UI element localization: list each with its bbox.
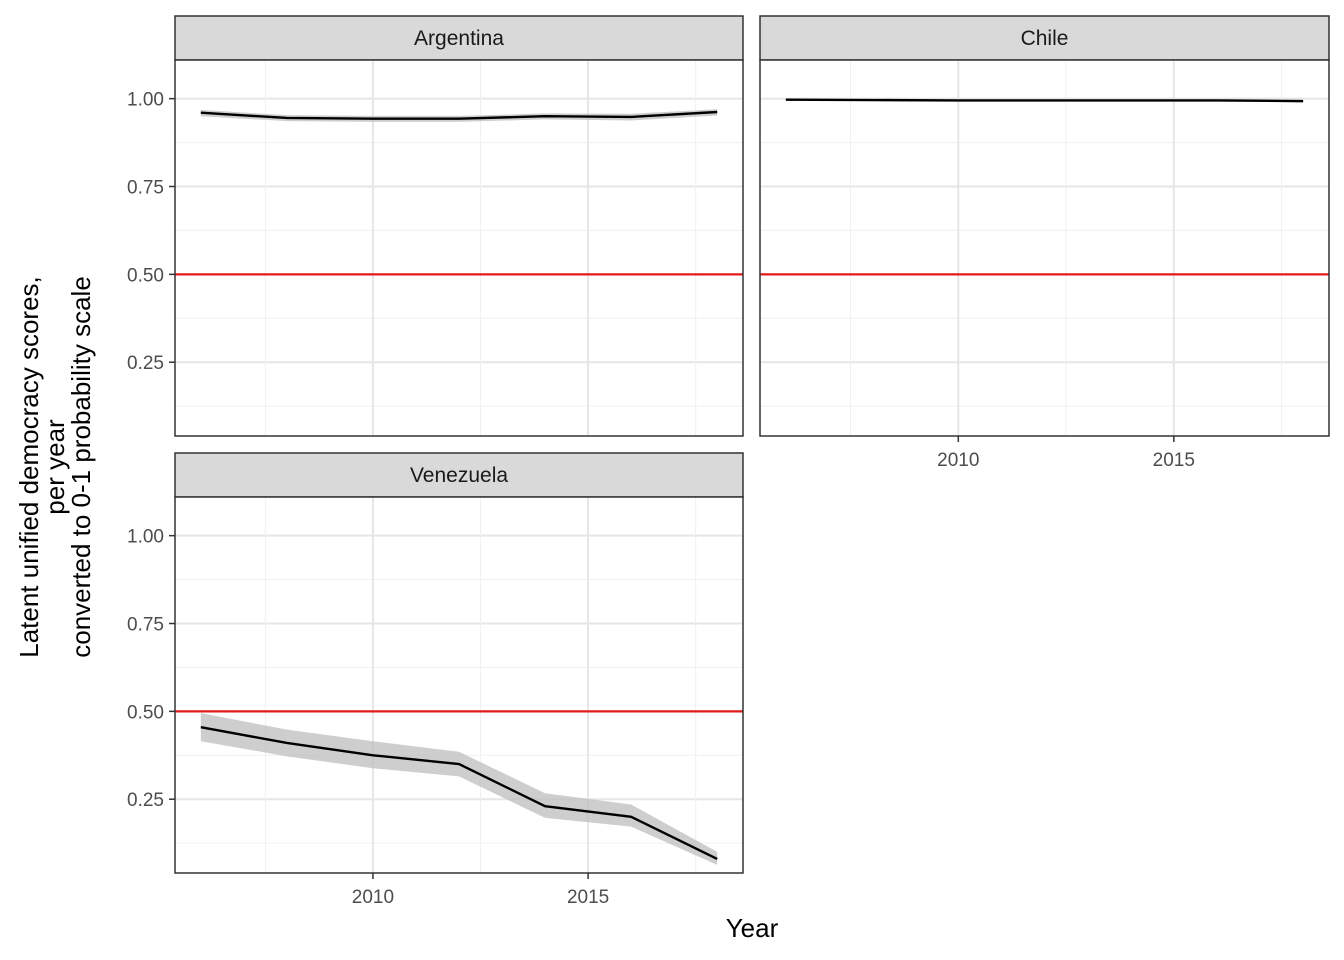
facet-strip: [174, 452, 744, 498]
x-tick-label: 2010: [937, 450, 979, 471]
y-tick-label: 0.50: [127, 265, 164, 286]
y-tick-label: 1.00: [127, 90, 164, 111]
series-line: [200, 110, 718, 120]
facet-strip-label: Argentina: [414, 27, 504, 50]
x-tick-label: 2015: [1153, 450, 1195, 471]
x-tick-label: 2015: [567, 887, 609, 908]
facet-strip-label: Venezuela: [410, 464, 508, 487]
facet-strip: [174, 15, 744, 61]
y-tick-label: 1.00: [127, 527, 164, 548]
confidence-ribbon: [200, 713, 718, 865]
y-axis-title-line-2: per year: [40, 419, 70, 515]
panel-border: [174, 59, 744, 437]
panel-background: [760, 60, 1329, 436]
panel-venezuela: Venezuela 0.25 0.50 0.75 1.00 2010 2015: [127, 452, 744, 908]
y-axis-title-line-1: Latent unified democracy scores,: [14, 276, 44, 658]
panel-background: [175, 497, 743, 873]
panel-border: [174, 496, 744, 874]
panel-border: [759, 59, 1330, 437]
y-tick-label: 0.50: [127, 702, 164, 723]
y-tick-label: 0.25: [127, 790, 164, 811]
x-axis-title: Year: [726, 913, 779, 943]
x-tick-label: 2010: [352, 887, 394, 908]
y-tick-label: 0.75: [127, 615, 164, 636]
panel-argentina: Argentina 0.25 0.50 0.75 1.00: [127, 15, 744, 437]
panel-background: [175, 60, 743, 436]
panel-chile: Chile 2010 2015: [759, 15, 1330, 471]
y-axis-title: Latent unified democracy scores, per yea…: [14, 276, 96, 658]
series-line: [785, 98, 1304, 103]
series-line: [200, 725, 718, 861]
facet-strip-label: Chile: [1021, 27, 1069, 50]
facet-strip: [759, 15, 1330, 61]
y-tick-label: 0.75: [127, 178, 164, 199]
y-tick-label: 0.25: [127, 353, 164, 374]
y-axis-title-line-3: converted to 0-1 probability scale: [66, 276, 96, 658]
